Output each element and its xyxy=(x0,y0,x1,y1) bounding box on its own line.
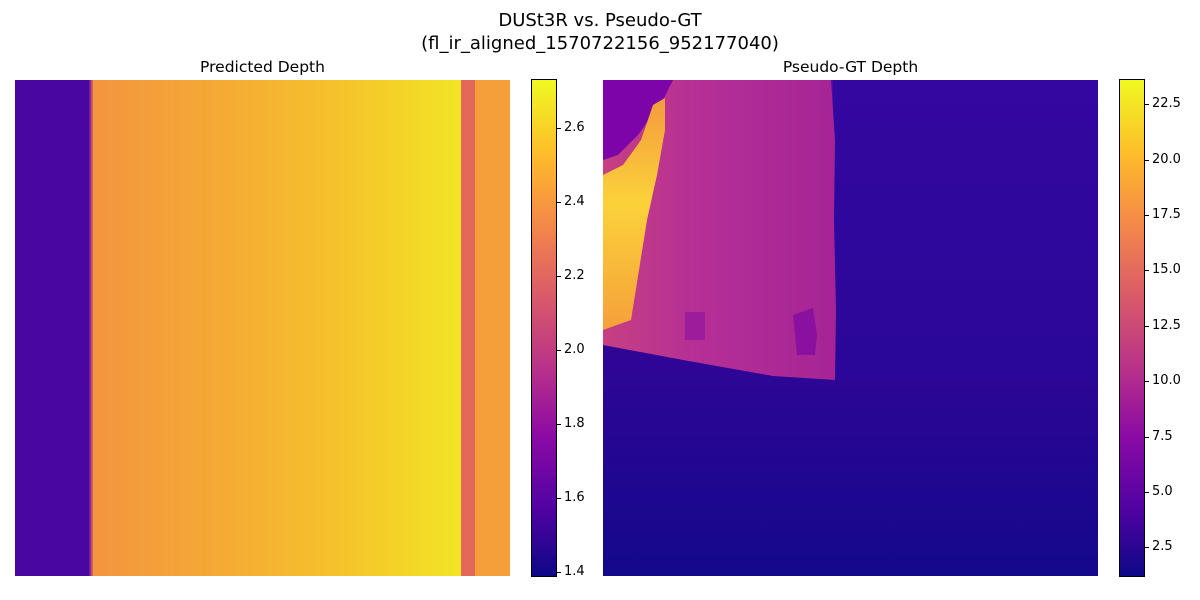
figure-title-line-2: (fl_ir_aligned_1570722156_952177040) xyxy=(421,33,779,54)
pseudo-gt-depth-title: Pseudo-GT Depth xyxy=(782,58,919,76)
pgt-far-bright-region xyxy=(603,98,665,330)
predicted-depth-svg xyxy=(15,80,510,576)
colorbar-tick-label: 2.5 xyxy=(1152,539,1173,554)
predicted-depth-title: Predicted Depth xyxy=(200,58,325,76)
colorbar-tick-mark xyxy=(1144,381,1149,382)
pseudo-gt-depth-heatmap xyxy=(603,80,1098,576)
colorbar-tick-mark xyxy=(556,498,561,499)
colorbar-tick-label: 7.5 xyxy=(1152,429,1173,444)
colorbar-tick-label: 17.5 xyxy=(1152,207,1181,222)
pgt-mid-region xyxy=(603,80,836,380)
pgt-top-left-corner xyxy=(603,80,673,160)
colorbar-tick-label: 20.0 xyxy=(1152,152,1181,167)
colorbar-tick-mark xyxy=(1144,270,1149,271)
colorbar-tick-label: 22.5 xyxy=(1152,96,1181,111)
colorbar-tick-mark xyxy=(556,572,561,573)
pgt-object xyxy=(793,308,817,355)
colorbar-tick-mark xyxy=(556,202,561,203)
pgt-object-2 xyxy=(685,312,705,340)
pred-right-strip xyxy=(475,80,510,576)
pred-left-strip xyxy=(15,80,90,576)
colorbar-tick-label: 2.6 xyxy=(564,120,585,135)
colorbar-tick-label: 10.0 xyxy=(1152,373,1181,388)
predicted-depth-heatmap xyxy=(15,80,510,576)
pgt-right-wall xyxy=(833,80,1098,380)
pred-narrow-band xyxy=(461,80,475,576)
predicted-depth-colorbar xyxy=(531,79,557,577)
colorbar-tick-mark xyxy=(1144,326,1149,327)
colorbar-tick-mark xyxy=(1144,215,1149,216)
pred-main-wall xyxy=(93,80,461,576)
colorbar-tick-label: 1.6 xyxy=(564,490,585,505)
colorbar-tick-mark xyxy=(556,350,561,351)
figure-title-line-1: DUSt3R vs. Pseudo-GT xyxy=(498,10,702,31)
colorbar-tick-mark xyxy=(1144,160,1149,161)
colorbar-tick-mark xyxy=(1144,547,1149,548)
colorbar-tick-label: 2.4 xyxy=(564,194,585,209)
colorbar-tick-label: 12.5 xyxy=(1152,318,1181,333)
colorbar-tick-mark xyxy=(556,128,561,129)
colorbar-tick-label: 2.0 xyxy=(564,342,585,357)
pred-edge xyxy=(89,80,93,576)
colorbar-tick-mark xyxy=(556,424,561,425)
pseudo-gt-depth-svg xyxy=(603,80,1098,576)
colorbar-tick-label: 1.4 xyxy=(564,564,585,579)
colorbar-tick-mark xyxy=(556,276,561,277)
colorbar-tick-mark xyxy=(1144,492,1149,493)
colorbar-tick-mark xyxy=(1144,104,1149,105)
colorbar-tick-label: 15.0 xyxy=(1152,262,1181,277)
colorbar-tick-label: 2.2 xyxy=(564,268,585,283)
colorbar-tick-mark xyxy=(1144,437,1149,438)
pseudo-gt-depth-colorbar xyxy=(1119,79,1145,577)
colorbar-tick-label: 5.0 xyxy=(1152,484,1173,499)
colorbar-tick-label: 1.8 xyxy=(564,416,585,431)
